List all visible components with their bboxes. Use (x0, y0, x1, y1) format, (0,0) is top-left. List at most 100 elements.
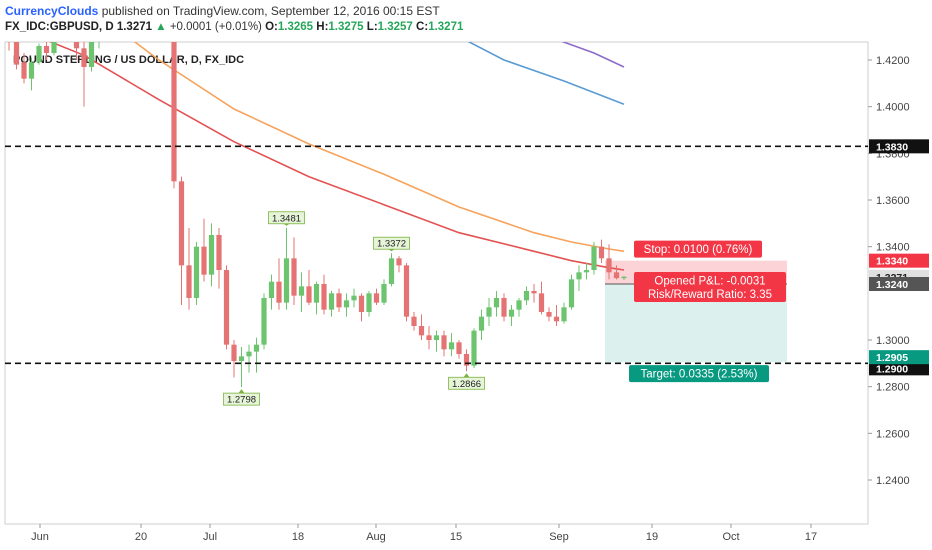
position-price-label-stop-text: 1.3340 (876, 256, 908, 268)
time-axis: Jun 20 Jul 18 Aug 15 Sep 19 Oct 17 (31, 524, 817, 543)
hline-price-label-bg (869, 139, 929, 154)
candle-body (418, 326, 425, 336)
open-label: O: (265, 21, 278, 33)
high-value: 1.3275 (328, 21, 364, 33)
low-value: 1.3257 (377, 21, 413, 33)
candle-body (253, 344, 260, 352)
time-tick-label: 19 (646, 531, 658, 543)
price-tick-label: 1.3600 (876, 195, 910, 207)
candle-body (43, 46, 50, 53)
price-axis: 1.42001.40001.38001.36001.34001.30001.28… (868, 55, 910, 487)
candle-body (126, 18, 131, 23)
swing-label-pointer (463, 373, 470, 378)
swing-labels: 1.2798 1.3481 1.3372 1.2866 (223, 211, 485, 406)
candle-body (433, 335, 440, 340)
swing-label-text: 1.3372 (377, 239, 406, 250)
candle-body (268, 281, 275, 298)
price-tick-label: 1.3000 (876, 335, 910, 347)
price-tick-label: 1.2800 (876, 382, 910, 394)
candle-body (396, 258, 402, 266)
candle-body (261, 298, 267, 345)
time-tick-label: Sep (549, 531, 569, 543)
hline-price-label-text: 1.3830 (876, 141, 908, 153)
candle-body (486, 307, 492, 317)
candle-body (478, 316, 485, 331)
candle-body (583, 270, 590, 273)
candle-body (411, 316, 417, 326)
author-link[interactable]: CurrencyClouds (5, 4, 99, 18)
stop-text: Stop: 0.0100 (0.76%) (644, 244, 753, 256)
candle-body (538, 293, 545, 312)
candle-body (28, 62, 35, 79)
sma-orange-line (133, 42, 625, 253)
candle-body (426, 335, 432, 340)
time-tick-label: Jun (31, 531, 49, 543)
target-text: Target: 0.0335 (2.53%) (641, 369, 758, 381)
candle-body (201, 246, 207, 275)
change-value: +0.0001 (+0.01%) (169, 21, 262, 33)
candle-body (568, 279, 575, 308)
candle-body (73, 42, 80, 49)
ohlc-line: FX_IDC:GBPUSD, D 1.3271 ▲ +0.0001 (+0.01… (5, 21, 463, 33)
candle-body (553, 316, 560, 322)
last-price: 1.3271 (116, 21, 153, 33)
candle-body (186, 265, 192, 298)
candle-body (164, 18, 169, 30)
horizontal-lines[interactable] (5, 145, 868, 365)
time-tick-label: Jul (203, 531, 217, 543)
open-value: 1.3265 (277, 21, 314, 33)
position-price-label-entry-text: 1.3240 (876, 279, 908, 291)
candle-body (531, 291, 537, 294)
candle-body (621, 276, 627, 279)
candle-body (104, 16, 109, 18)
time-tick-label: 20 (135, 531, 147, 543)
publish-info: published on TradingView.com, September … (101, 4, 440, 18)
candle-body (463, 354, 470, 366)
candle-body (321, 284, 327, 310)
candle-body (606, 258, 612, 273)
candle-body (328, 293, 335, 310)
chart-title: POUND STERLING / US DOLLAR, D, FX_IDC (13, 54, 244, 66)
candle-body (508, 309, 515, 317)
swing-label-text: 1.2798 (227, 395, 256, 406)
pl-text: Opened P&L: -0.0031 (654, 276, 765, 288)
swing-label-text: 1.3481 (272, 213, 301, 224)
candle-body (561, 307, 567, 322)
price-tick-label: 1.2600 (876, 428, 910, 440)
candle-body (6, 37, 11, 39)
chart-header: CurrencyClouds published on TradingView.… (0, 0, 932, 40)
pl-box (634, 272, 786, 302)
up-arrow-icon: ▲ (155, 21, 167, 33)
candle-body (291, 258, 297, 296)
candle-body (208, 235, 215, 275)
low-label: L: (366, 21, 378, 33)
stop-box (634, 240, 762, 258)
position-labels: Stop: 0.0100 (0.76%) Opened P&L: -0.0031R… (629, 240, 786, 383)
candle-body (216, 235, 222, 270)
candle-body (576, 272, 582, 280)
position-price-label-entry-bg (869, 277, 929, 291)
swing-label-pointer (238, 389, 245, 394)
candle-body (66, 18, 71, 25)
high-label: H: (316, 21, 329, 33)
candle-body (523, 291, 530, 301)
candle-body (388, 258, 395, 284)
candle-body (238, 356, 245, 361)
candle-body (471, 330, 477, 366)
candle-body (223, 270, 230, 345)
candle-body (21, 62, 27, 79)
position-price-label-target-text: 1.2905 (876, 352, 908, 364)
candle-body (88, 42, 95, 67)
candle-body (613, 272, 620, 279)
price-tick-label: 1.2400 (876, 475, 910, 487)
candle-body (36, 46, 42, 63)
candle-body (448, 342, 455, 350)
candle-body (111, 16, 116, 21)
candle-body (298, 286, 305, 296)
time-tick-label: Aug (366, 531, 386, 543)
swing-label-pointer (388, 249, 395, 252)
candle-body (134, 18, 139, 23)
close-label: C: (416, 21, 429, 33)
